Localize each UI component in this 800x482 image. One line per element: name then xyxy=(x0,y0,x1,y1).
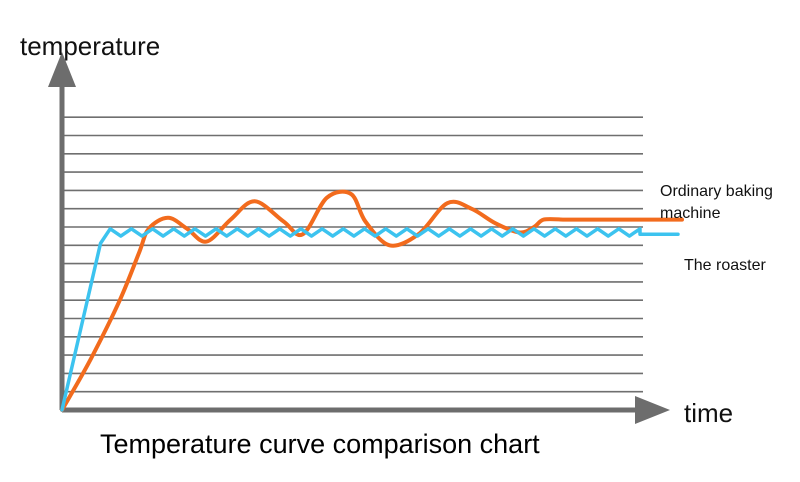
y-axis-label: temperature xyxy=(20,31,160,61)
legend-label-the-roaster: The roaster xyxy=(684,257,766,274)
y-axis-arrow xyxy=(48,52,76,87)
series-line-the-roaster xyxy=(60,227,680,412)
x-axis-label: time xyxy=(684,398,733,428)
grid-lines xyxy=(62,116,643,393)
x-axis-arrow xyxy=(635,396,670,424)
axes xyxy=(48,52,670,424)
chart-title: Temperature curve comparison chart xyxy=(100,429,540,459)
legend-label-ordinary-baking-machine: Ordinary baking machine xyxy=(660,183,777,222)
